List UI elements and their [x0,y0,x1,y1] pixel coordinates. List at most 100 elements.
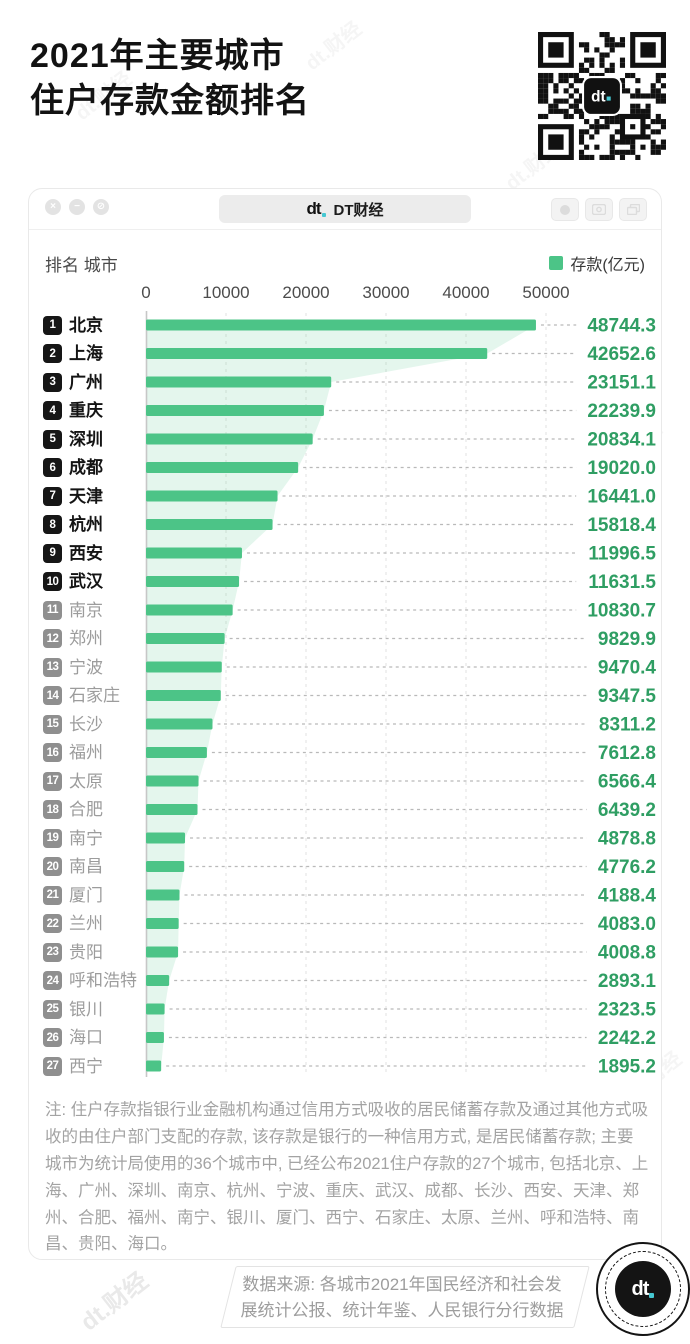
x-axis-tick-label: 50000 [522,283,570,302]
window-tab-title: DT财经 [333,201,384,219]
deposit-bar [146,576,240,587]
rank-badge: 14 [43,686,62,705]
city-label: 广州 [69,372,103,392]
deposit-bar [146,1003,165,1015]
city-label: 北京 [69,315,103,335]
city-label: 厦门 [69,885,103,905]
city-label: 长沙 [69,714,103,734]
city-label: 太原 [69,771,103,791]
city-label: 重庆 [69,401,103,420]
legend-label: 存款(亿元) [570,257,645,274]
rank-badge: 23 [43,942,62,962]
city-label: 上海 [69,344,103,363]
dt-logo-icon: dt [306,199,326,219]
data-source: 数据来源: 各城市2021年国民经济和社会发 展统计公报、统计年鉴、人民银行分行… [212,1272,592,1325]
value-label: 4008.8 [598,943,656,964]
value-label: 19020.0 [587,458,656,479]
block-icon[interactable]: ⊘ [93,199,109,215]
logo-dashed-ring: dt [605,1251,681,1327]
x-axis-tick-label: 20000 [282,283,330,302]
deposit-bar [146,490,278,502]
window-controls-left: × − ⊘ [45,199,109,215]
value-label: 4878.8 [598,829,656,850]
rank-badge: 17 [43,771,62,791]
value-label: 1895.2 [598,1057,656,1078]
deposit-bar [146,376,332,388]
bar-chart: 48744.3 42652.6 23151.1 22239.9 20834.1 19020… [145,311,657,1078]
rank-badge: 27 [43,1056,62,1076]
value-label: 22239.9 [587,401,656,422]
value-label: 2242.2 [598,1028,656,1049]
rank-badge: 3 [43,372,62,392]
deposit-bar [146,718,213,730]
city-label: 南昌 [69,857,103,876]
deposit-bar [146,462,299,473]
city-label: 福州 [69,743,103,762]
value-label: 2893.1 [598,971,657,992]
value-label: 11631.5 [588,572,656,593]
value-label: 4188.4 [598,886,657,907]
rank-badge: 22 [43,914,62,933]
value-label: 6566.4 [598,772,657,793]
data-source-line1: 数据来源: 各城市2021年国民经济和社会发 [242,1275,562,1294]
deposit-bar [146,861,185,872]
rank-badge: 2 [43,344,62,363]
city-label: 南京 [69,600,103,620]
data-source-line2: 展统计公报、统计年鉴、人民银行分行数据 [240,1301,564,1321]
city-label: 银川 [69,999,103,1019]
restore-icon[interactable] [619,198,647,221]
x-axis-tick-label: 10000 [202,283,250,302]
city-label: 郑州 [69,629,103,648]
city-label: 西安 [69,543,103,563]
chart-header: 排名 城市 存款(亿元) [29,251,661,275]
city-label: 宁波 [69,657,103,677]
city-label: 南宁 [69,828,103,848]
value-label: 16441.0 [587,487,656,508]
rank-badge: 20 [43,857,62,876]
rank-badge: 10 [43,572,62,591]
qr-code: dt [538,32,666,160]
city-label: 兰州 [69,914,103,933]
deposit-bar [146,519,273,530]
value-label: 8311.2 [599,715,656,736]
svg-text:dt: dt [591,89,606,106]
record-icon[interactable] [551,198,579,221]
window-controls-right [551,198,647,221]
page-title-line1: 2021年主要城市 [30,37,285,75]
deposit-bar [146,547,242,559]
close-icon[interactable]: × [45,199,61,215]
x-axis-tick-label: 0 [141,283,151,302]
city-label: 石家庄 [69,686,120,705]
rank-badge: 19 [43,828,62,848]
minimize-icon[interactable]: − [69,199,85,215]
deposit-bar [146,1060,162,1072]
city-label: 杭州 [69,515,103,534]
deposit-bar [146,661,222,673]
screenshot-icon[interactable] [585,198,613,221]
value-label: 42652.6 [587,344,656,365]
value-label: 11996.5 [588,544,656,565]
dt-footer-logo: dt [596,1242,690,1336]
deposit-bar [146,433,313,445]
window-titlebar: × − ⊘ dt DT财经 [29,189,661,230]
rank-badge: 25 [43,999,62,1019]
deposit-bar [146,604,233,616]
value-label: 20834.1 [587,430,656,451]
city-label: 海口 [69,1028,103,1047]
city-label: 贵阳 [69,942,103,962]
value-label: 15818.4 [587,515,656,536]
value-label: 4776.2 [598,857,656,878]
deposit-bar [146,775,199,787]
x-axis-tick-label: 30000 [362,283,410,302]
deposit-bar [146,1032,164,1043]
window-tab[interactable]: dt DT财经 [219,195,471,223]
rank-badge: 7 [43,486,62,506]
deposit-bar [146,804,198,815]
rank-badge: 16 [43,743,62,762]
deposit-bar [146,918,179,929]
rank-badge: 8 [43,515,62,534]
value-label: 2323.5 [598,1000,657,1021]
value-label: 9470.4 [598,658,657,679]
page-title-line2: 住户存款金额排名 [30,81,310,120]
